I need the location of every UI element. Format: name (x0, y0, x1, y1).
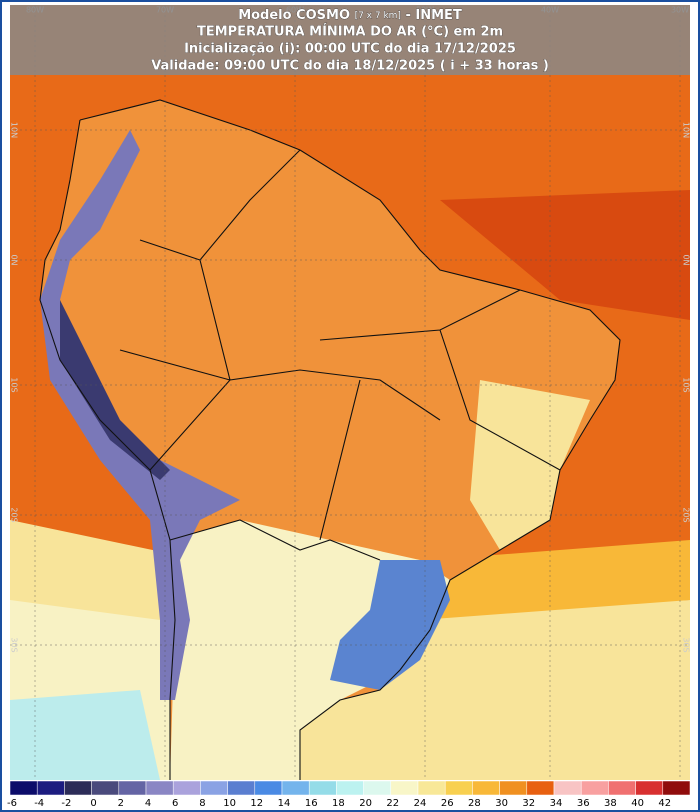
colorbar-label: 40 (631, 798, 644, 809)
colorbar-label: 24 (414, 798, 427, 809)
lat-label-right: 10S (682, 377, 691, 392)
colorbar-cell (308, 780, 337, 796)
colorbar-label: -4 (34, 798, 44, 809)
colorbar-label: 42 (658, 798, 671, 809)
atlantic-warm (420, 540, 690, 620)
title: TEMPERATURA MÍNIMA DO AR (°C) em 2m (197, 24, 503, 40)
colorbar-cell (200, 780, 228, 796)
colorbar-cell (499, 780, 528, 796)
colorbar-label: 4 (145, 798, 151, 809)
colorbar-label: 30 (495, 798, 508, 809)
colorbar: -6 -4 -2 0 2 4 6 8 10 12 14 16 18 20 22 24 26 28 30 32 34 36 3… (7, 780, 691, 809)
colorbar-cell (635, 780, 664, 796)
source: - INMET (405, 8, 461, 23)
colorbar-label: 26 (441, 798, 454, 809)
colorbar-label: 18 (332, 798, 345, 809)
lat-label-right: 20S (682, 507, 691, 522)
colorbar-cell (417, 780, 446, 796)
colorbar-cell (553, 780, 582, 796)
colorbar-cell (172, 780, 201, 796)
lat-label-left: 10S (10, 377, 19, 392)
colorbar-cell (580, 780, 609, 796)
lat-label-left: 30S (10, 637, 19, 652)
lat-label-right: 10N (682, 122, 691, 138)
southeast-mild (470, 380, 590, 550)
colorbar-label: 28 (468, 798, 481, 809)
colorbar-cell (608, 780, 636, 796)
south-brazil-cold (330, 560, 450, 690)
colorbar-cell (281, 780, 310, 796)
lat-label-left: 0N (10, 254, 19, 265)
andes-peaks (60, 300, 170, 480)
coastline (39, 99, 621, 780)
andes-cold (40, 130, 240, 700)
colorbar-label: 36 (577, 798, 590, 809)
colorbar-label: 12 (250, 798, 263, 809)
colorbar-cell (9, 780, 38, 796)
colorbar-cell (472, 780, 500, 796)
colorbar-cell (444, 780, 473, 796)
init-time: Inicialização (i): 00:00 UTC do dia 17/1… (184, 42, 516, 57)
colorbar-label: -6 (7, 798, 17, 809)
lat-label-right: 30S (682, 637, 691, 652)
header-line-1: Modelo COSMO [7 x 7 km] - INMET (238, 8, 462, 23)
colorbar-label: -2 (61, 798, 71, 809)
colorbar-label: 8 (199, 798, 205, 809)
colorbar-label: 32 (522, 798, 535, 809)
colorbar-label: 22 (386, 798, 399, 809)
valid-time: Validade: 09:00 UTC do dia 18/12/2025 ( … (151, 59, 549, 74)
colorbar-label: 10 (223, 798, 236, 809)
colorbar-cell (227, 780, 256, 796)
colorbar-label: 16 (305, 798, 318, 809)
colorbar-cell (390, 780, 419, 796)
colorbar-label: 20 (359, 798, 372, 809)
colorbar-cell (254, 780, 283, 796)
colorbar-cell (36, 780, 65, 796)
colorbar-label: 14 (278, 798, 291, 809)
atlantic-hot (440, 190, 690, 320)
colorbar-cell (526, 780, 555, 796)
lat-label-left: 10N (10, 122, 19, 138)
colorbar-cell (64, 780, 92, 796)
colorbar-cell (336, 780, 364, 796)
colorbar-cell (662, 780, 691, 796)
model: Modelo COSMO (238, 8, 350, 23)
colorbar-label: 0 (90, 798, 96, 809)
header-band (10, 5, 690, 75)
colorbar-cell (91, 780, 120, 796)
lat-label-right: 0N (682, 254, 691, 265)
colorbar-cell (118, 780, 147, 796)
colorbar-label: 6 (172, 798, 178, 809)
colorbar-label: 34 (550, 798, 563, 809)
colorbar-label: 38 (604, 798, 617, 809)
resolution: [7 x 7 km] (355, 11, 401, 21)
colorbar-label: 2 (118, 798, 124, 809)
colorbar-cell (363, 780, 392, 796)
lat-label-left: 20S (10, 507, 19, 522)
pacific-cold (10, 690, 160, 780)
colorbar-cell (145, 780, 174, 796)
